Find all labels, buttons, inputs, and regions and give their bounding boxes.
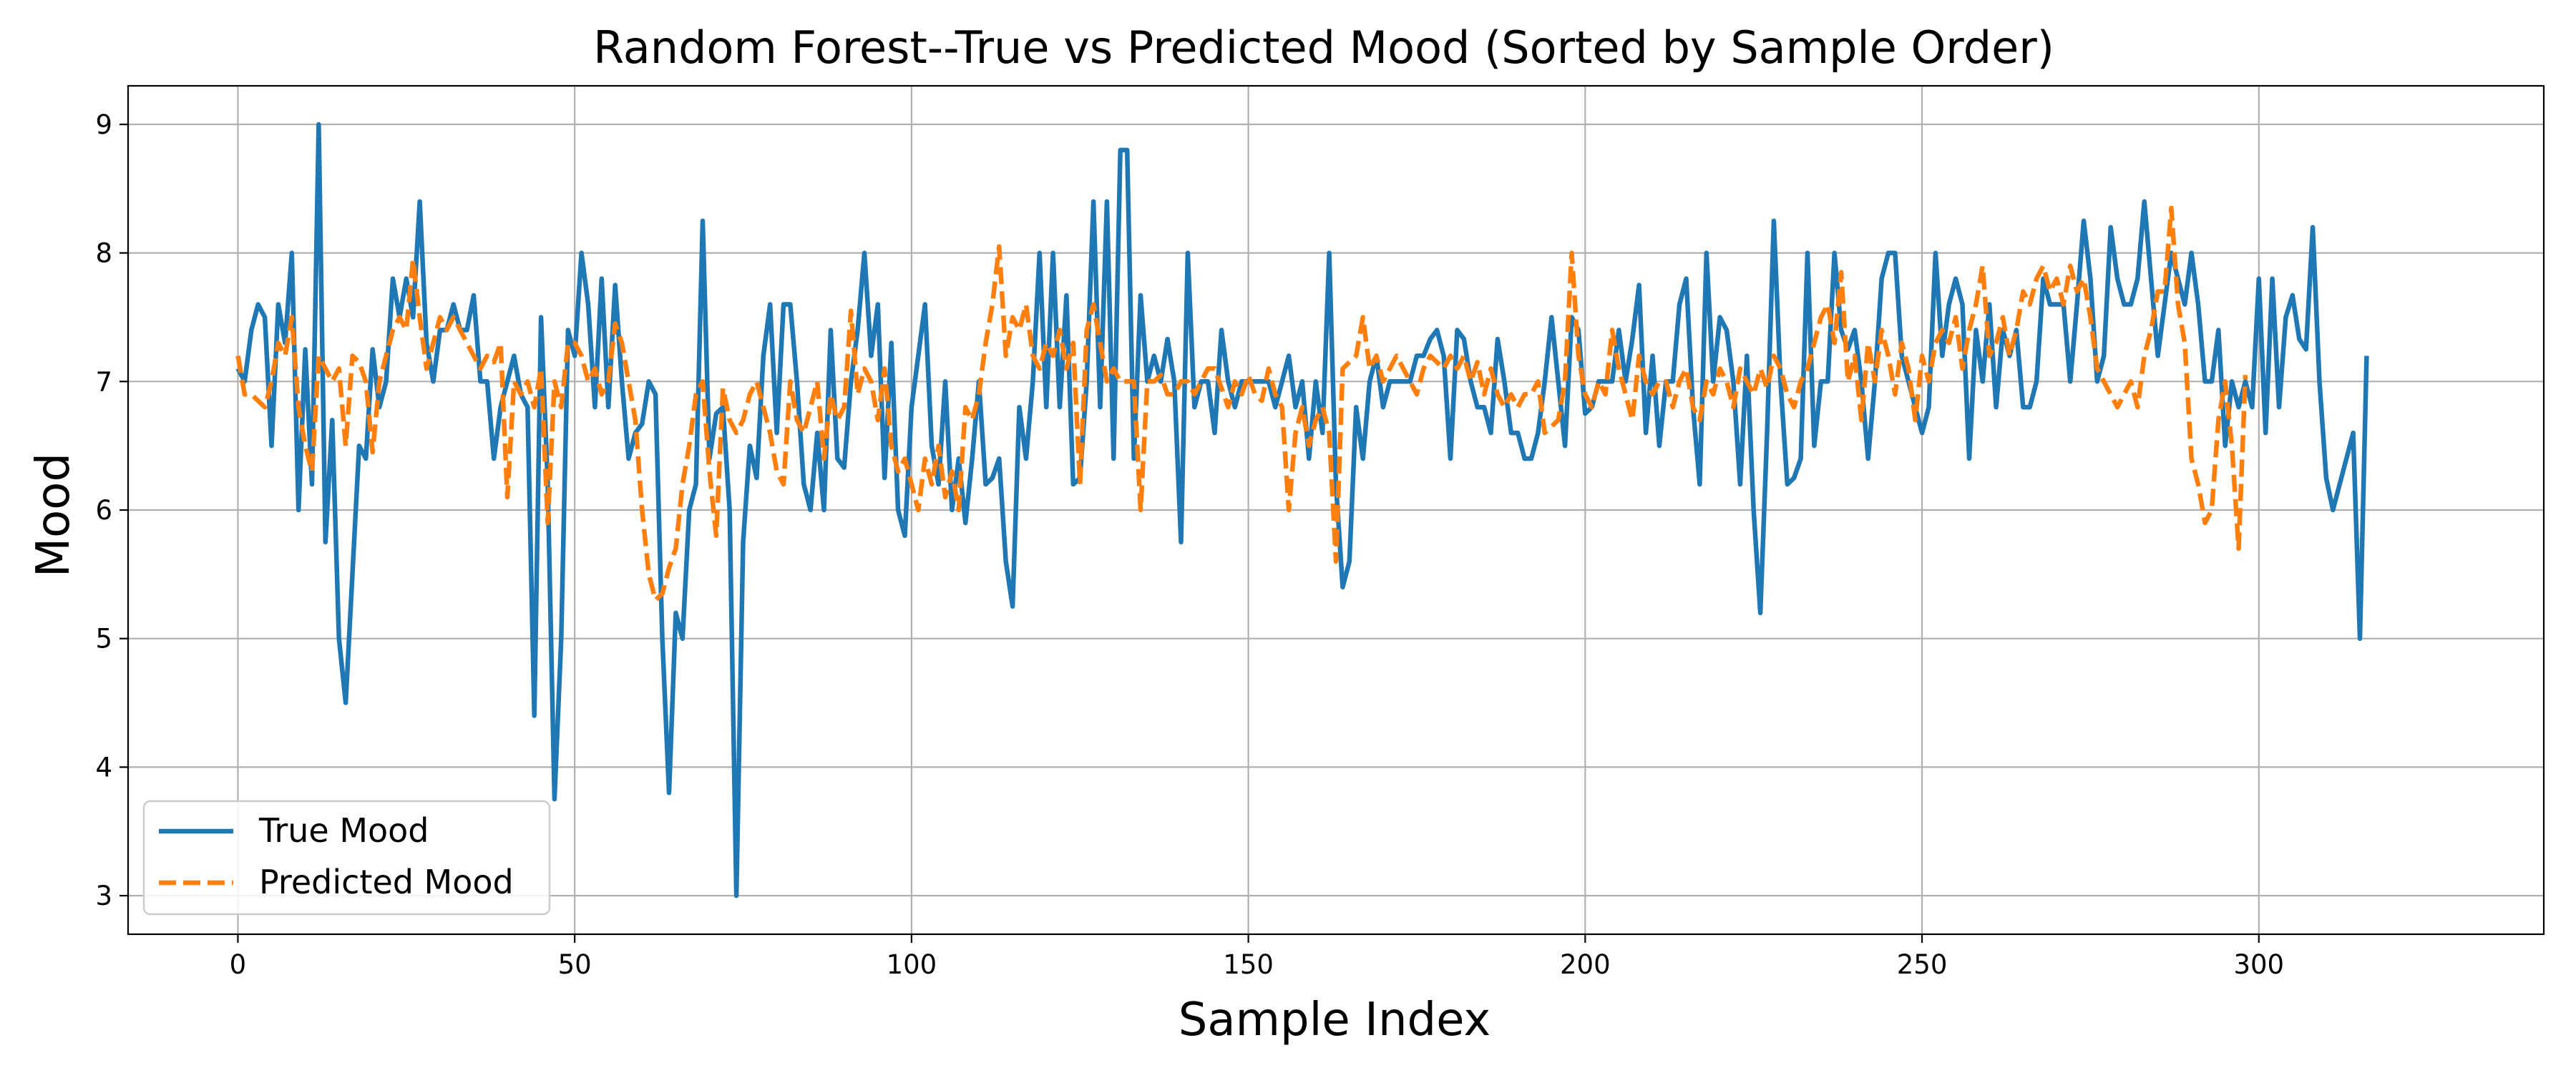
legend-label-true-mood: True Mood [258,811,429,850]
y-tick-label: 9 [95,109,112,140]
x-tick-label: 100 [887,949,937,980]
legend: True Mood Predicted Mood [142,800,551,916]
legend-box [142,800,551,916]
y-axis-label: Mood [27,453,80,577]
legend-label-predicted-mood: Predicted Mood [259,863,514,901]
x-tick-label: 0 [230,949,247,980]
x-tick-label: 300 [2233,949,2284,980]
y-tick-label: 3 [95,881,112,911]
y-tick-label: 4 [95,752,112,783]
x-tick-label: 200 [1560,949,1611,980]
y-tick-label: 5 [95,624,112,655]
axis-ticks: 0 50 100 150 200 250 300 3 4 5 6 7 8 9 [95,109,2284,980]
x-tick-label: 250 [1897,949,1948,980]
y-tick-label: 8 [95,238,112,269]
y-tick-label: 6 [95,495,112,526]
x-axis-label: Sample Index [1179,994,1491,1047]
x-tick-label: 50 [558,949,592,980]
series-lines [235,122,2369,898]
chart-title: Random Forest--True vs Predicted Mood (S… [593,21,2054,74]
y-tick-label: 7 [95,366,112,397]
series-line-predicted-mood [235,205,2248,603]
x-tick-label: 150 [1223,949,1274,980]
